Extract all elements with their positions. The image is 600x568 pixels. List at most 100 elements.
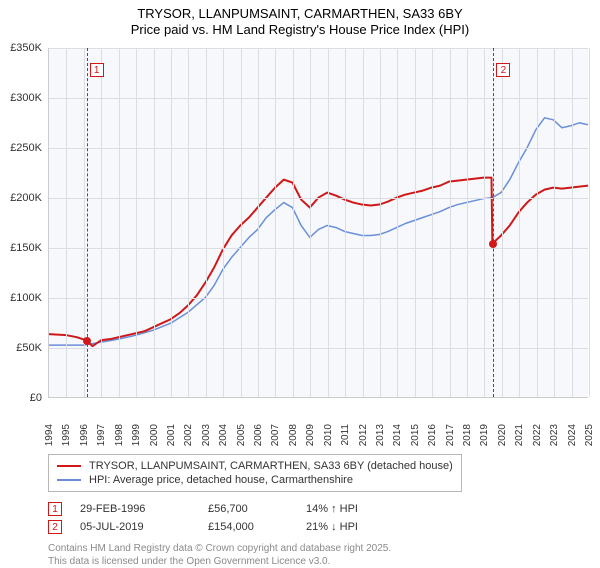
grid-line-v [363,48,364,397]
x-tick-label: 2005 [236,424,247,446]
x-tick-label: 2011 [340,424,351,446]
grid-line-v [554,48,555,397]
plot-area: 12 [48,48,588,398]
x-tick-label: 2006 [253,424,264,446]
grid-line-v [241,48,242,397]
y-tick-label: £150K [10,242,42,254]
y-tick-label: £250K [10,142,42,154]
title-subtitle: Price paid vs. HM Land Registry's House … [0,22,600,37]
grid-line-h [49,248,588,249]
marker-badge: 2 [496,63,510,77]
x-tick-label: 1994 [44,424,55,446]
legend-label: TRYSOR, LLANPUMSAINT, CARMARTHEN, SA33 6… [89,460,453,472]
sale-badge: 1 [48,502,62,516]
x-tick-label: 2009 [305,424,316,446]
x-tick-label: 2003 [201,424,212,446]
title-address: TRYSOR, LLANPUMSAINT, CARMARTHEN, SA33 6… [0,6,600,21]
x-tick-label: 2020 [497,424,508,446]
sale-row: 205-JUL-2019£154,00021% ↓ HPI [48,518,588,536]
chart-lines [49,48,588,397]
grid-line-v [154,48,155,397]
grid-line-v [484,48,485,397]
x-tick-label: 2007 [270,424,281,446]
grid-line-h [49,48,588,49]
sale-diff: 14% ↑ HPI [306,503,396,515]
grid-line-h [49,148,588,149]
sale-price: £56,700 [208,503,288,515]
x-tick-label: 2001 [166,424,177,446]
marker-dot [489,240,497,248]
grid-line-v [66,48,67,397]
grid-line-v [572,48,573,397]
y-tick-label: £200K [10,192,42,204]
grid-line-v [206,48,207,397]
x-tick-label: 1995 [61,424,72,446]
x-tick-label: 1999 [131,424,142,446]
grid-line-v [223,48,224,397]
grid-line-v [171,48,172,397]
x-tick-label: 2019 [479,424,490,446]
grid-line-v [293,48,294,397]
x-tick-label: 2000 [149,424,160,446]
grid-line-v [188,48,189,397]
x-tick-label: 2002 [183,424,194,446]
x-tick-label: 2023 [549,424,560,446]
grid-line-v [415,48,416,397]
grid-line-v [397,48,398,397]
x-tick-label: 2017 [445,424,456,446]
y-axis-labels: £0£50K£100K£150K£200K£250K£300K£350K [0,48,46,398]
grid-line-h [49,198,588,199]
x-tick-label: 2025 [584,424,595,446]
grid-line-v [380,48,381,397]
legend: TRYSOR, LLANPUMSAINT, CARMARTHEN, SA33 6… [48,454,462,492]
grid-line-v [589,48,590,397]
legend-swatch [57,465,81,467]
y-tick-label: £0 [30,392,42,404]
x-tick-label: 2013 [375,424,386,446]
x-tick-label: 1998 [114,424,125,446]
y-tick-label: £300K [10,92,42,104]
attribution-line2: This data is licensed under the Open Gov… [48,555,588,568]
x-tick-label: 2010 [323,424,334,446]
grid-line-h [49,348,588,349]
grid-line-v [119,48,120,397]
grid-line-v [258,48,259,397]
marker-line [493,48,494,397]
grid-line-v [328,48,329,397]
x-tick-label: 2022 [532,424,543,446]
grid-line-v [345,48,346,397]
legend-swatch [57,479,81,481]
series-price_paid [49,178,588,347]
titles: TRYSOR, LLANPUMSAINT, CARMARTHEN, SA33 6… [0,0,600,37]
x-tick-label: 2018 [462,424,473,446]
y-tick-label: £50K [16,342,42,354]
sale-date: 29-FEB-1996 [80,503,190,515]
legend-row: HPI: Average price, detached house, Carm… [57,473,453,487]
chart-container: TRYSOR, LLANPUMSAINT, CARMARTHEN, SA33 6… [0,0,600,560]
x-tick-label: 2015 [410,424,421,446]
footer: TRYSOR, LLANPUMSAINT, CARMARTHEN, SA33 6… [48,454,588,568]
x-tick-label: 1996 [79,424,90,446]
x-tick-label: 2021 [514,424,525,446]
grid-line-v [450,48,451,397]
marker-badge: 1 [90,63,104,77]
x-tick-label: 2008 [288,424,299,446]
series-hpi [49,118,588,345]
legend-label: HPI: Average price, detached house, Carm… [89,474,353,486]
grid-line-v [136,48,137,397]
x-tick-label: 2012 [358,424,369,446]
grid-line-v [502,48,503,397]
sale-price: £154,000 [208,521,288,533]
grid-line-v [467,48,468,397]
grid-line-v [519,48,520,397]
grid-line-v [101,48,102,397]
y-tick-label: £350K [10,42,42,54]
x-tick-label: 1997 [96,424,107,446]
sale-rows: 1 29-FEB-1996 £56,700 14% ↑ HPI 2 05-JUL-2019… [48,500,588,536]
grid-line-v [275,48,276,397]
grid-line-h [49,298,588,299]
x-tick-label: 2016 [427,424,438,446]
grid-line-v [310,48,311,397]
sale-date: 05-JUL-2019 [80,521,190,533]
sale-badge: 2 [48,520,62,534]
